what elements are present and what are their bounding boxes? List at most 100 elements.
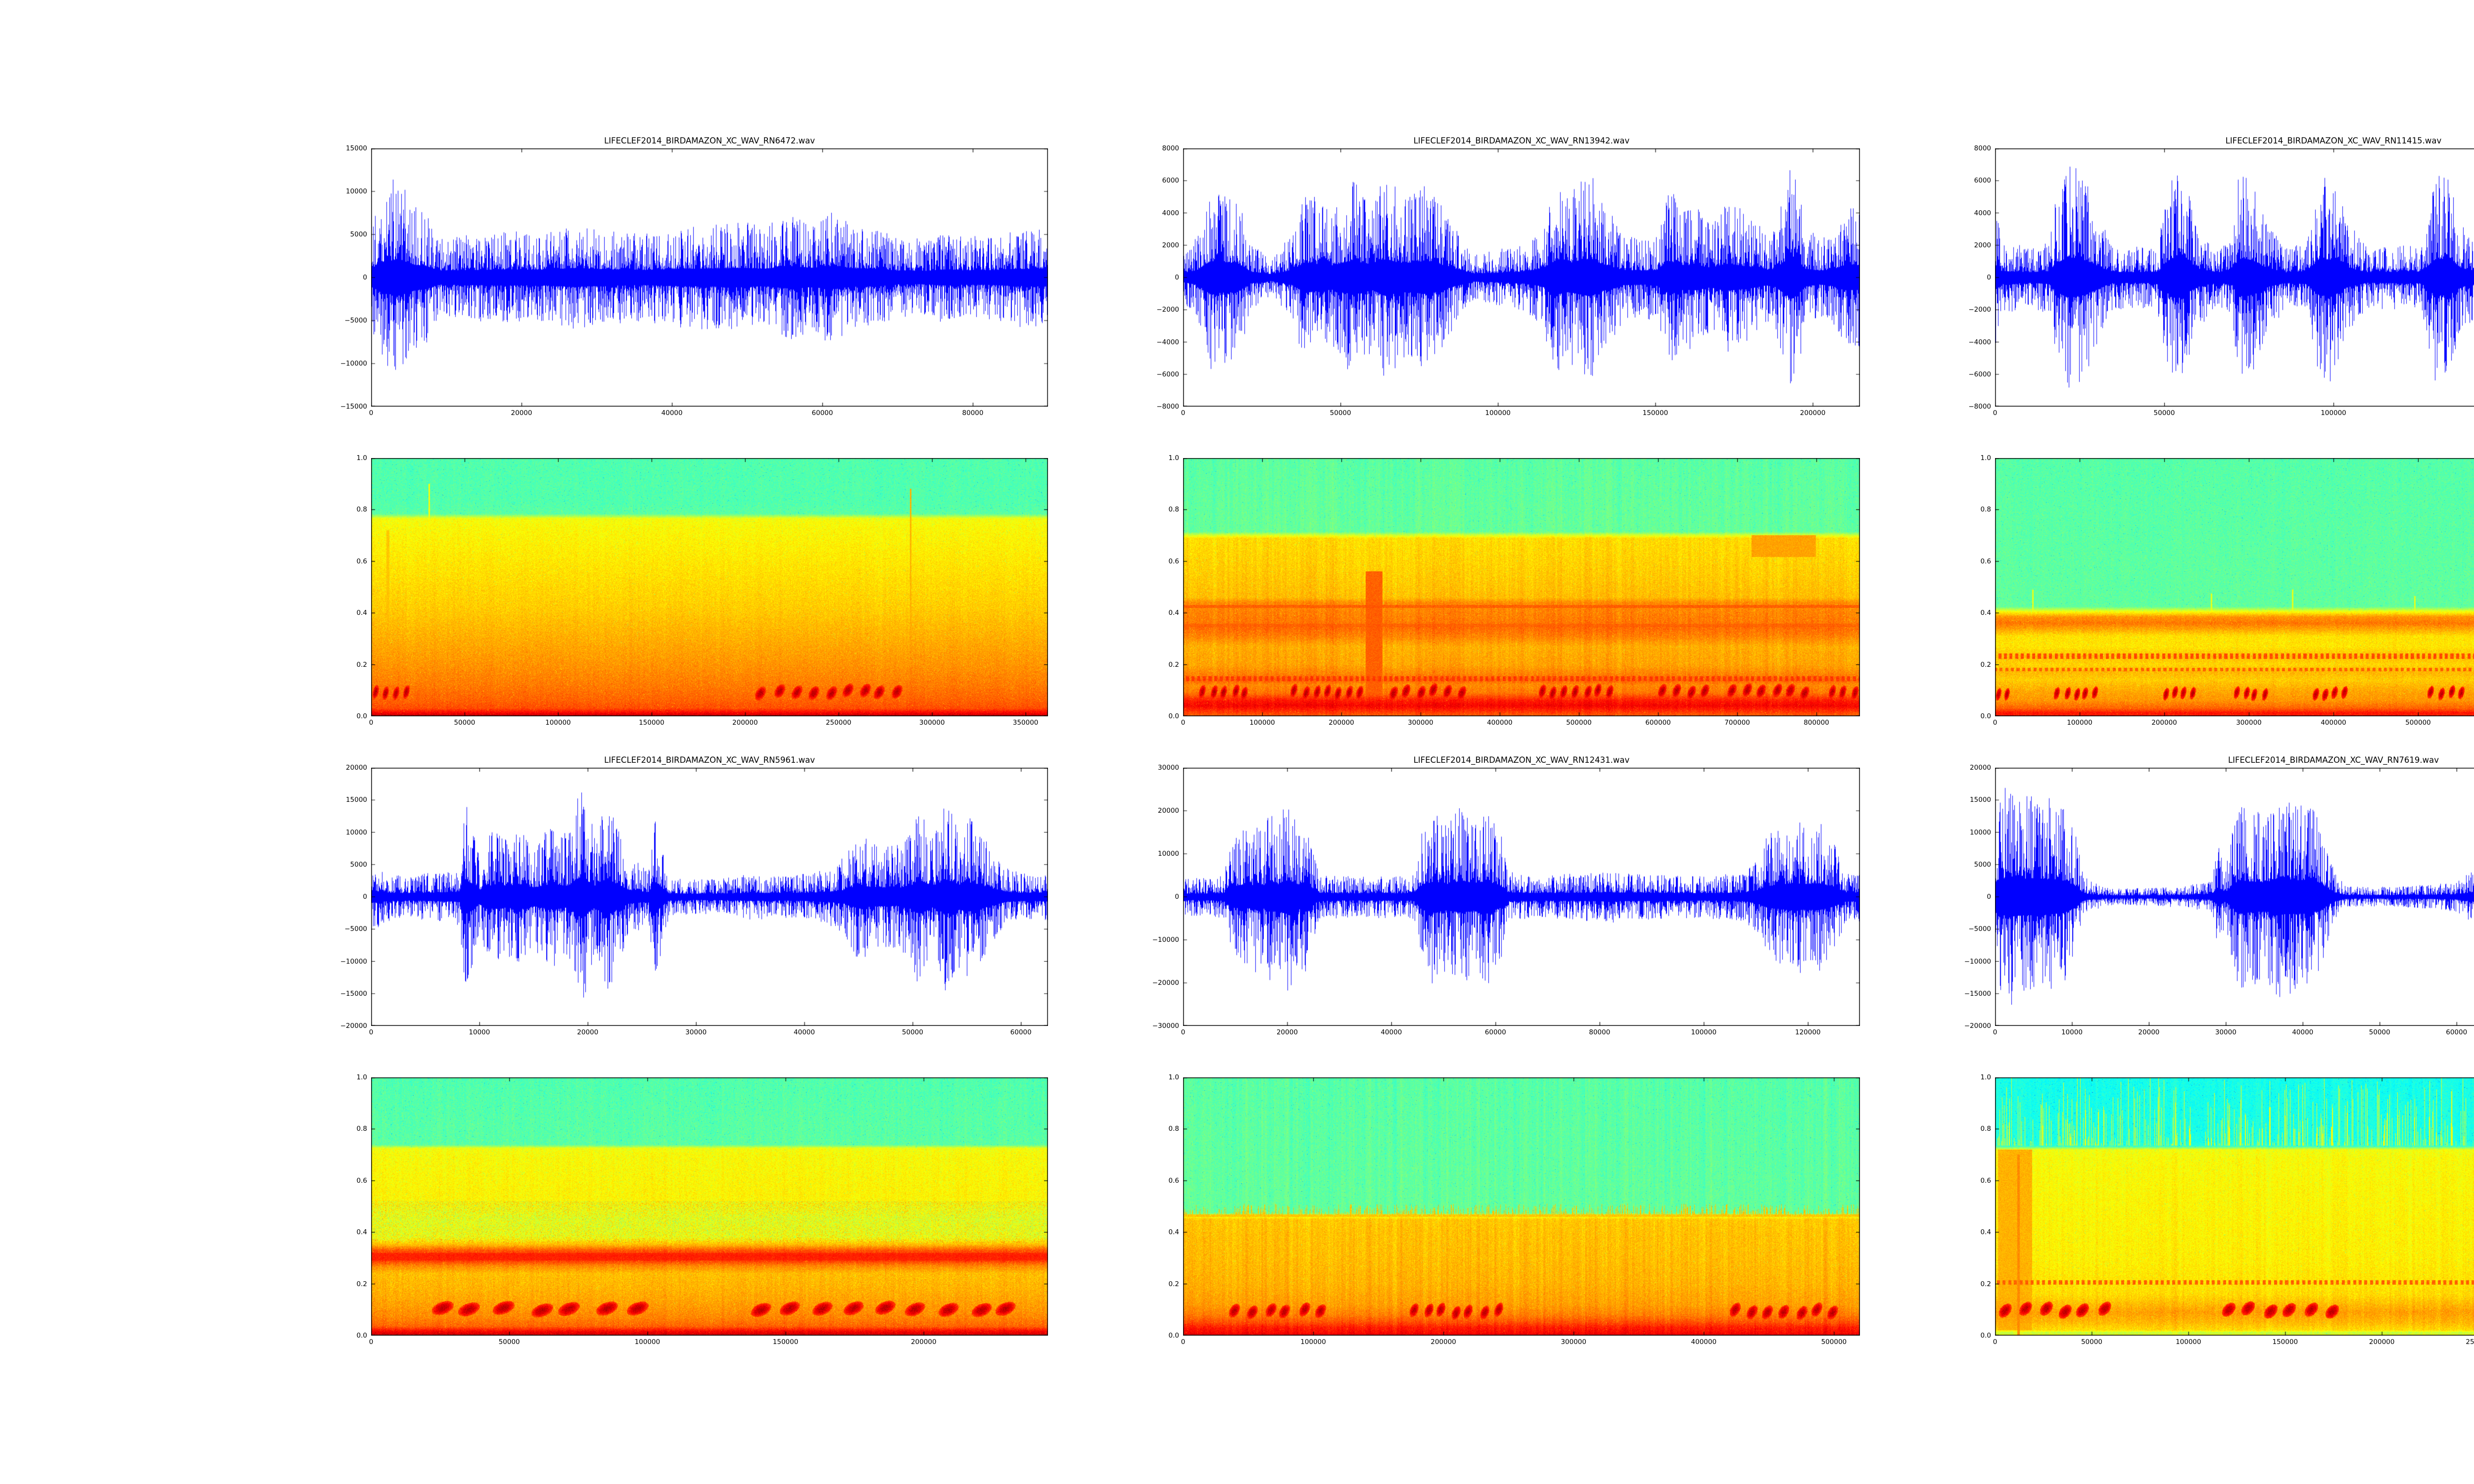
x-tick-label: 100000 <box>2176 1338 2201 1346</box>
y-tick-label: 1.0 <box>1168 454 1179 462</box>
y-tick-label: 0.8 <box>356 1125 367 1133</box>
y-tick-label: 0.8 <box>1168 1125 1179 1133</box>
x-tick-label: 100000 <box>1691 1028 1717 1036</box>
x-tick-label: 20000 <box>2138 1028 2160 1036</box>
x-tick-label: 150000 <box>772 1338 799 1346</box>
waveform-canvas-0 <box>371 148 1048 407</box>
y-tick-label: 10000 <box>1970 828 1991 836</box>
y-tick-label: 0.8 <box>356 506 367 514</box>
y-tick-label: 0.2 <box>356 1280 367 1288</box>
x-tick-label: 10000 <box>2061 1028 2083 1036</box>
y-tick-label: 0.8 <box>1980 1125 1991 1133</box>
x-tick-label: 100000 <box>1249 719 1275 727</box>
x-tick-label: 80000 <box>962 409 984 417</box>
y-tick-label: 4000 <box>1974 209 1991 217</box>
x-tick-label: 40000 <box>661 409 683 417</box>
y-tick-label: −6000 <box>1968 370 1991 378</box>
y-tick-label: 0.4 <box>356 609 367 617</box>
x-tick-label: 200000 <box>2151 719 2177 727</box>
y-tick-label: 4000 <box>1162 209 1179 217</box>
x-tick-label: 250000 <box>825 719 852 727</box>
y-tick-label: 0.4 <box>1168 1228 1179 1237</box>
y-tick-label: −20000 <box>1152 979 1179 987</box>
x-tick-label: 800000 <box>1804 719 1829 727</box>
y-tick-label: 0.0 <box>1980 712 1991 720</box>
x-tick-label: 50000 <box>2081 1338 2102 1346</box>
x-tick-label: 0 <box>369 1028 374 1036</box>
waveform-canvas-8 <box>1995 768 2474 1026</box>
y-tick-label: 0.6 <box>1168 1176 1179 1185</box>
y-tick-label: 0.0 <box>356 712 367 720</box>
x-tick-label: 50000 <box>2369 1028 2390 1036</box>
x-tick-label: 60000 <box>1484 1028 1506 1036</box>
x-tick-label: 40000 <box>2292 1028 2314 1036</box>
x-tick-label: 50000 <box>1330 409 1351 417</box>
x-tick-label: 30000 <box>2215 1028 2236 1036</box>
x-tick-label: 0 <box>1993 409 1998 417</box>
y-tick-label: 0.6 <box>1168 557 1179 565</box>
x-tick-label: 60000 <box>811 409 833 417</box>
y-tick-label: −15000 <box>340 989 367 998</box>
y-tick-label: −10000 <box>1964 957 1991 966</box>
waveform-canvas-7 <box>1183 768 1860 1026</box>
x-tick-label: 60000 <box>2446 1028 2468 1036</box>
y-tick-label: 0 <box>1175 274 1179 281</box>
y-tick-label: −10000 <box>340 360 367 368</box>
spectrogram-canvas-3 <box>371 458 1048 716</box>
y-tick-label: 20000 <box>1970 764 1991 772</box>
y-tick-label: 0.2 <box>1980 1280 1991 1288</box>
y-tick-label: −30000 <box>1152 1022 1179 1030</box>
y-tick-label: −20000 <box>1964 1022 1991 1030</box>
y-tick-label: 8000 <box>1974 144 1991 152</box>
x-tick-label: 100000 <box>634 1338 661 1346</box>
y-tick-label: 0.4 <box>1980 1228 1991 1237</box>
y-tick-label: 6000 <box>1974 177 1991 185</box>
x-tick-label: 20000 <box>1276 1028 1298 1036</box>
y-tick-label: 0.0 <box>1168 1332 1179 1340</box>
y-tick-label: 0.4 <box>1168 609 1179 617</box>
x-tick-label: 200000 <box>1800 409 1826 417</box>
x-tick-label: 10000 <box>469 1028 490 1036</box>
x-tick-label: 60000 <box>1010 1028 1032 1036</box>
x-tick-label: 50000 <box>454 719 476 727</box>
x-tick-label: 40000 <box>1380 1028 1402 1036</box>
y-tick-label: −4000 <box>1156 338 1179 346</box>
y-tick-label: 0.0 <box>356 1332 367 1340</box>
y-tick-label: 0.0 <box>1168 712 1179 720</box>
y-tick-label: −15000 <box>1964 989 1991 998</box>
y-tick-label: 10000 <box>346 828 367 836</box>
y-tick-label: 2000 <box>1162 241 1179 249</box>
x-tick-label: 50000 <box>902 1028 923 1036</box>
y-tick-label: 1.0 <box>356 454 367 462</box>
x-tick-label: 20000 <box>577 1028 599 1036</box>
y-tick-label: 1.0 <box>356 1073 367 1081</box>
x-tick-label: 0 <box>1181 409 1186 417</box>
waveform-canvas-6 <box>371 768 1048 1026</box>
x-tick-label: 50000 <box>498 1338 520 1346</box>
x-tick-label: 0 <box>1993 1338 1998 1346</box>
x-tick-label: 500000 <box>2405 719 2431 727</box>
x-tick-label: 150000 <box>639 719 665 727</box>
x-tick-label: 50000 <box>2153 409 2175 417</box>
y-tick-label: 0 <box>1987 274 1991 281</box>
x-tick-label: 30000 <box>685 1028 707 1036</box>
x-tick-label: 300000 <box>919 719 945 727</box>
x-tick-label: 500000 <box>1821 1338 1847 1346</box>
y-tick-label: 0.8 <box>1168 506 1179 514</box>
y-tick-label: 0 <box>1987 893 1991 901</box>
x-tick-label: 300000 <box>1408 719 1433 727</box>
y-tick-label: 1.0 <box>1168 1073 1179 1081</box>
y-tick-label: −5000 <box>1968 925 1991 933</box>
plot-title-2: LIFECLEF2014_BIRDAMAZON_XC_WAV_RN11415.w… <box>2225 136 2442 145</box>
x-tick-label: 40000 <box>794 1028 815 1036</box>
x-tick-label: 0 <box>1993 719 1998 727</box>
x-tick-label: 100000 <box>2067 719 2093 727</box>
y-tick-label: 5000 <box>350 231 367 238</box>
spectrogram-canvas-9 <box>371 1077 1048 1336</box>
y-tick-label: 0 <box>363 274 367 281</box>
y-tick-label: 5000 <box>350 860 367 869</box>
y-tick-label: −8000 <box>1156 403 1179 411</box>
spectrogram-canvas-10 <box>1183 1077 1860 1336</box>
y-tick-label: 0.4 <box>1980 609 1991 617</box>
